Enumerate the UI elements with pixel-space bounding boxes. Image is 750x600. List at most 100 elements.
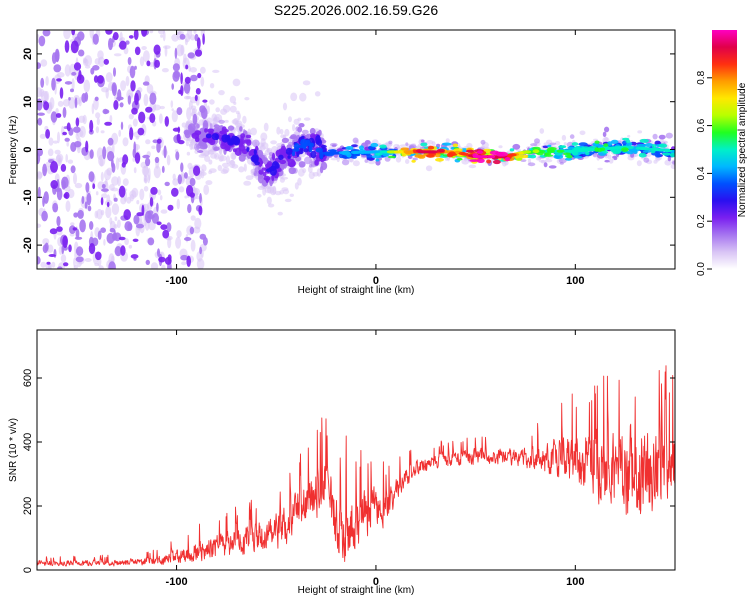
spectral-blob: [38, 35, 46, 47]
spectral-blob: [172, 178, 179, 186]
spectral-blob: [134, 65, 137, 70]
spectral-blob: [64, 40, 70, 53]
spectral-blob: [563, 152, 571, 156]
spectral-blob: [279, 159, 287, 165]
spectral-blob: [287, 155, 291, 159]
spectral-blob: [208, 170, 213, 175]
spectral-blob: [658, 134, 666, 140]
spectral-blob: [161, 165, 165, 173]
spectral-blob: [186, 255, 191, 267]
x-tick-label: 100: [566, 576, 584, 588]
spectral-blob: [243, 180, 252, 186]
spectral-blob: [164, 181, 170, 187]
spectral-blob: [242, 115, 247, 124]
spectral-blob: [420, 139, 425, 143]
spectral-blob: [79, 125, 86, 138]
spectral-blob: [132, 118, 138, 127]
spectral-blob: [163, 145, 167, 159]
spectral-blob: [133, 214, 140, 225]
spectral-blob: [113, 100, 119, 110]
spectral-blob: [180, 254, 189, 261]
spectral-blob: [75, 132, 79, 140]
spectral-blob: [62, 131, 67, 136]
spectral-blob: [91, 103, 95, 115]
snr-x-label: Height of straight line (km): [298, 585, 415, 596]
spectral-blob: [58, 157, 61, 165]
spectral-blob: [76, 246, 84, 257]
spectral-blob: [486, 159, 492, 164]
spectral-blob: [263, 122, 269, 132]
spectral-blob: [159, 113, 163, 124]
spectral-blob: [244, 97, 250, 101]
spectral-blob: [84, 258, 92, 262]
spectral-blob: [650, 150, 656, 154]
spectral-blob: [103, 239, 106, 246]
spectral-blob: [643, 157, 650, 163]
spectral-blob: [453, 148, 463, 152]
spectral-blob: [113, 197, 118, 202]
spectral-blob: [73, 212, 79, 218]
spectral-blob: [119, 40, 127, 50]
spectral-blob: [297, 144, 305, 149]
spectral-blob: [123, 209, 131, 221]
spectral-blob: [200, 66, 206, 74]
spectral-blob: [187, 30, 193, 40]
spectral-blob: [662, 152, 671, 156]
spectral-blob: [137, 127, 145, 136]
spectral-blob: [267, 203, 275, 208]
spectral-blob: [312, 172, 319, 177]
spectral-blob: [65, 153, 68, 163]
spectral-blob: [75, 228, 80, 239]
spectral-blob: [100, 227, 106, 233]
spectral-blob: [319, 150, 324, 160]
spectral-blob: [104, 121, 112, 126]
spectral-blob: [116, 96, 124, 101]
spectral-blob: [48, 254, 56, 257]
spectral-blob: [239, 126, 243, 132]
spectral-blob: [75, 256, 84, 263]
spectral-blob: [231, 164, 239, 169]
spectral-blob: [74, 141, 82, 148]
spectral-blob: [196, 37, 201, 50]
spectral-blob: [420, 150, 429, 154]
spectral-blob: [55, 108, 59, 114]
spectral-blob: [43, 191, 49, 204]
spectral-blob: [238, 166, 245, 173]
spectral-blob: [563, 142, 567, 146]
spectral-blob: [50, 161, 58, 173]
spectral-blob: [276, 126, 281, 135]
y-tick-label: 10: [22, 96, 34, 108]
spectral-blob: [318, 129, 322, 136]
spectral-blob: [293, 143, 300, 150]
spectral-blob: [84, 55, 93, 67]
spectral-blob: [100, 130, 105, 134]
spectral-blob: [129, 190, 137, 200]
spectral-blob: [125, 40, 130, 45]
spectral-blob: [405, 142, 409, 146]
snr-x-axis: -100 0 100: [166, 330, 584, 588]
spectral-blob: [280, 145, 287, 154]
spectral-blob: [164, 256, 172, 265]
spectral-blob: [370, 142, 379, 148]
spectral-blob: [40, 261, 47, 268]
spectral-blob: [127, 95, 132, 105]
spectral-blob: [105, 30, 113, 35]
spectral-blob: [40, 77, 45, 88]
spectral-blob: [425, 165, 433, 172]
spectral-blob: [46, 261, 51, 265]
spectral-blob: [346, 152, 352, 158]
spectral-blob: [42, 30, 51, 37]
spectral-blob: [247, 128, 251, 134]
spectral-blob: [180, 162, 184, 173]
spectral-blob: [284, 198, 292, 203]
spectral-blob: [229, 95, 237, 104]
spectral-blob: [405, 159, 410, 164]
spectral-blob: [198, 205, 203, 216]
spectral-blob: [53, 140, 59, 144]
spectral-blob: [571, 151, 579, 156]
spectral-blob: [518, 154, 529, 159]
x-tick-label: 0: [373, 576, 379, 588]
spectral-blob: [512, 143, 521, 150]
spectral-blob: [215, 133, 219, 141]
spectral-blob: [37, 117, 43, 126]
